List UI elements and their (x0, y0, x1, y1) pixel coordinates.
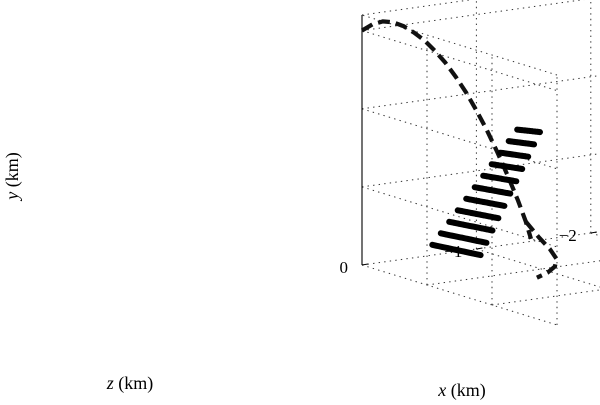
chart-marks (360, 19, 559, 280)
z-tick-label: −2 (559, 226, 577, 245)
scatter-band-point (473, 251, 484, 259)
grid-line (476, 248, 600, 288)
z-tick (476, 247, 483, 250)
grid-line (361, 186, 558, 248)
scatter-band-point (491, 214, 502, 222)
z-tick-label: 0 (340, 258, 349, 277)
scatter-band-point (479, 238, 490, 246)
chart-box (361, 0, 600, 326)
scatter-band-point (485, 226, 496, 234)
z-tick-label: −1 (444, 242, 462, 261)
z-tick (361, 263, 369, 266)
scatter-band-point (504, 190, 514, 197)
scatter-band-point (497, 202, 508, 209)
grid-line (361, 108, 558, 170)
box-edge (361, 0, 473, 16)
grid-line (491, 289, 600, 306)
x-axis-label: x (km) (437, 380, 486, 401)
trajectory-series (360, 19, 534, 240)
chart-grid (361, 0, 600, 306)
grid-line (361, 30, 558, 92)
box-edge (361, 264, 558, 326)
grid-line (361, 75, 600, 110)
box-edge (361, 14, 558, 76)
chart-ticks: 01020300−1−2050100150 (340, 226, 597, 277)
z-axis-label: z (km) (106, 373, 154, 394)
grid-line (590, 232, 600, 237)
grid-line (361, 153, 600, 188)
scatter-band-point (510, 177, 520, 185)
trajectory-series (524, 220, 559, 280)
scatter-band-point (516, 165, 526, 172)
z-tick (590, 231, 597, 234)
y-axis-label: y (km) (2, 152, 23, 202)
